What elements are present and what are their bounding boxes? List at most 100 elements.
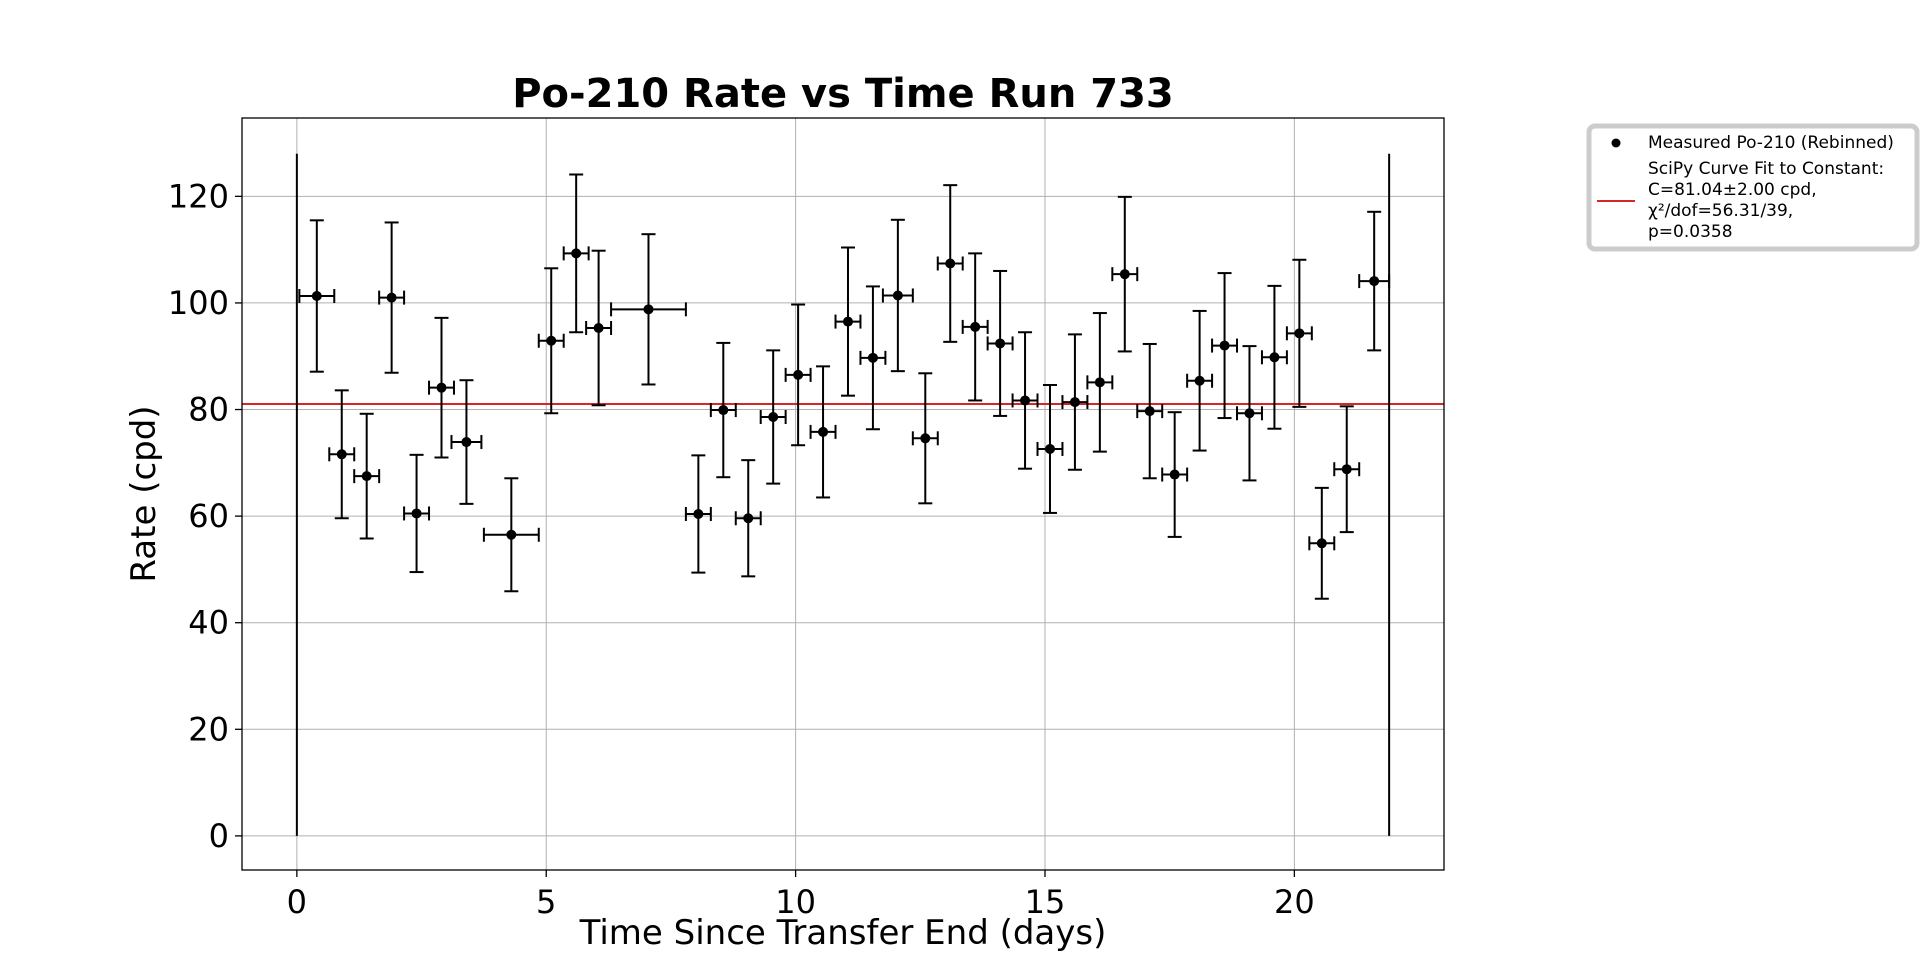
y-tick-label: 120 [168, 177, 229, 215]
data-point-marker [1194, 375, 1205, 386]
data-point [1061, 333, 1089, 471]
y-axis-label: Rate (cpd) [124, 405, 164, 582]
data-point-marker [1044, 443, 1055, 454]
grid [242, 118, 1444, 870]
data-point-marker [743, 513, 754, 524]
data-point [809, 365, 837, 499]
data-point [1236, 345, 1263, 482]
y-tick-label: 60 [188, 497, 229, 535]
data-point-marker [1094, 377, 1105, 388]
data-point-marker [546, 335, 557, 346]
x-tick-label: 0 [287, 883, 307, 921]
x-axis-ticks: 0 5 10 15 20 [287, 870, 1315, 921]
data-point [1285, 258, 1313, 408]
data-point [562, 173, 590, 334]
data-point-marker [1144, 406, 1155, 417]
legend-label-fit-line-3: χ²/dof=56.31/39, [1648, 201, 1793, 221]
data-point-marker [1169, 469, 1180, 480]
data-point [1086, 312, 1114, 453]
data-point [961, 252, 989, 402]
data-point-marker [768, 411, 779, 422]
data-point [328, 389, 356, 520]
legend-box [1586, 123, 1920, 252]
data-point [1358, 210, 1391, 352]
data-point-marker [336, 449, 347, 460]
data-point-marker [793, 369, 804, 380]
y-tick-label: 80 [188, 391, 229, 429]
data-point [428, 316, 455, 459]
data-point-marker [818, 426, 829, 437]
data-point [911, 372, 939, 505]
legend-label-fit-line-4: p=0.0358 [1648, 222, 1733, 242]
data-point [610, 233, 687, 386]
data-point-marker [995, 338, 1006, 349]
data-point [1161, 411, 1189, 538]
data-point-marker [571, 248, 582, 259]
legend: Measured Po-210 (Rebinned) SciPy Curve F… [1586, 123, 1920, 252]
data-point-marker [867, 352, 878, 363]
legend-label-measured: Measured Po-210 (Rebinned) [1648, 133, 1894, 153]
data-point-marker [1244, 408, 1255, 419]
chart-title: Po-210 Rate vs Time Run 733 [512, 71, 1174, 117]
y-axis-ticks: 0 20 40 60 80 100 120 [168, 177, 242, 855]
y-tick-label: 100 [168, 284, 229, 322]
x-tick-label: 5 [536, 883, 556, 921]
data-point-marker [386, 292, 397, 303]
data-point [378, 221, 406, 374]
data-point [709, 341, 737, 479]
data-point [1308, 486, 1336, 600]
data-point [1260, 284, 1288, 430]
data-point-marker [1369, 276, 1380, 287]
x-tick-label: 15 [1025, 883, 1066, 921]
data-point-marker [945, 258, 956, 269]
data-point-marker [311, 291, 322, 302]
data-point-marker [436, 382, 447, 393]
data-point [859, 285, 887, 431]
data-point-marker [411, 508, 422, 519]
legend-label-fit-line-2: C=81.04±2.00 cpd, [1648, 180, 1817, 200]
data-point-marker [1341, 464, 1352, 475]
data-point [353, 412, 381, 540]
data-point-marker [892, 290, 903, 301]
data-point [1011, 331, 1039, 470]
data-point [1211, 272, 1239, 420]
data-points [298, 173, 1391, 600]
plot-frame [241, 117, 1445, 871]
data-point [1111, 195, 1139, 353]
data-point-marker [1119, 269, 1130, 280]
data-point [986, 269, 1014, 417]
data-point-marker [693, 508, 704, 519]
data-point-marker [361, 471, 372, 482]
data-point [403, 453, 431, 574]
data-point [537, 267, 565, 415]
y-tick-label: 40 [188, 604, 229, 642]
data-point [1186, 309, 1214, 452]
data-point-marker [1269, 352, 1280, 363]
data-point [298, 219, 336, 373]
data-point [759, 349, 787, 485]
data-point [734, 459, 762, 578]
data-point-marker [643, 304, 654, 315]
data-point-marker [461, 437, 472, 448]
data-point [1136, 342, 1164, 480]
legend-label-fit-line-1: SciPy Curve Fit to Constant: [1648, 159, 1884, 179]
data-point [1036, 384, 1064, 514]
data-point-marker [1316, 538, 1327, 549]
data-point-marker [970, 321, 981, 332]
x-tick-label: 20 [1274, 883, 1315, 921]
data-point [482, 477, 540, 593]
data-point [834, 246, 862, 397]
legend-marker-measured [1611, 138, 1621, 148]
vertical-lines [295, 153, 1391, 836]
data-point-marker [842, 316, 853, 327]
data-point [585, 249, 613, 407]
y-tick-label: 0 [209, 817, 229, 855]
x-tick-label: 10 [775, 883, 816, 921]
data-point-marker [920, 433, 931, 444]
data-point [1333, 405, 1361, 534]
x-axis-label: Time Since Transfer End (days) [579, 913, 1107, 953]
data-point-marker [506, 529, 517, 540]
data-point [784, 303, 812, 447]
data-point-marker [718, 405, 729, 416]
